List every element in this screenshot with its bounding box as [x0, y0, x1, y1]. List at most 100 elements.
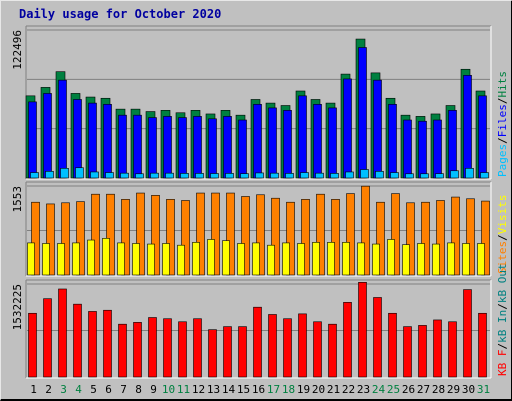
bar-visits — [42, 243, 50, 276]
bar-files — [388, 103, 397, 179]
bar-visits — [327, 242, 335, 276]
bar-visits — [192, 242, 200, 276]
bar-sites — [211, 192, 220, 276]
bar-visits — [102, 238, 110, 276]
legend-entry: Pages — [496, 144, 509, 177]
bar-kb-f — [193, 318, 202, 378]
x-tick-label: 11 — [177, 383, 190, 396]
bar-visits — [432, 243, 440, 276]
bar-files — [88, 102, 97, 179]
bar-sites — [466, 198, 475, 276]
bar-sites — [346, 193, 355, 276]
bar-kb-f — [223, 326, 232, 378]
x-tick-label: 17 — [267, 383, 280, 396]
bar-kb-f — [133, 322, 142, 378]
bar-sites — [46, 203, 55, 276]
bar-files — [28, 101, 37, 179]
bar-sites — [286, 201, 295, 276]
bar-visits — [27, 242, 35, 276]
bar-files — [478, 95, 487, 179]
x-tick-label: 2 — [45, 383, 52, 396]
bar-pages — [165, 172, 174, 179]
bar-kb-f — [373, 297, 382, 378]
bar-pages — [300, 172, 309, 179]
legend-entry: / — [496, 137, 509, 144]
bar-pages — [315, 172, 324, 179]
bar-visits — [297, 243, 305, 276]
bar-sites — [181, 200, 190, 276]
bar-kb-f — [388, 312, 397, 378]
x-tick-label: 23 — [357, 383, 370, 396]
bar-kb-f — [403, 326, 412, 378]
bar-visits — [87, 239, 95, 276]
bar-files — [313, 103, 322, 179]
bar-files — [268, 107, 277, 179]
bar-visits — [342, 242, 350, 276]
bar-visits — [252, 242, 260, 276]
bar-kb-f — [43, 298, 52, 378]
bar-sites — [361, 185, 370, 276]
x-tick-label: 31 — [477, 383, 490, 396]
bar-visits — [387, 239, 395, 276]
bar-sites — [376, 201, 385, 276]
bar-visits — [357, 242, 365, 276]
bar-pages — [150, 172, 159, 179]
bar-pages — [90, 171, 99, 179]
bar-kb-f — [208, 329, 217, 378]
bar-pages — [375, 171, 384, 179]
bar-kb-f — [358, 282, 367, 378]
bar-visits — [177, 244, 185, 276]
bar-files — [433, 119, 442, 179]
bar-pages — [195, 173, 204, 179]
bar-sites — [241, 196, 250, 276]
bar-pages — [390, 172, 399, 179]
y-tick-label: 1553 — [11, 186, 24, 213]
bar-files — [358, 47, 367, 179]
bar-visits — [222, 240, 230, 276]
bar-kb-f — [163, 318, 172, 378]
x-tick-label: 26 — [402, 383, 415, 396]
legend-entry: KB F — [496, 350, 509, 377]
bar-kb-f — [343, 302, 352, 378]
bar-pages — [345, 171, 354, 179]
x-tick-label: 10 — [162, 383, 175, 396]
bar-visits — [282, 242, 290, 276]
x-tick-label: 24 — [372, 383, 386, 396]
legend-entry: Visits — [496, 195, 509, 235]
bar-pages — [480, 172, 489, 179]
bar-pages — [30, 172, 39, 179]
bar-kb-f — [283, 318, 292, 378]
bar-pages — [225, 173, 234, 179]
bar-pages — [105, 172, 114, 179]
bar-visits — [132, 243, 140, 276]
x-tick-label: 16 — [252, 383, 265, 396]
x-tick-label: 29 — [447, 383, 460, 396]
x-tick-label: 12 — [192, 383, 205, 396]
bar-sites — [421, 201, 430, 276]
bar-kb-f — [328, 323, 337, 378]
bar-kb-f — [478, 312, 487, 378]
x-tick-label: 22 — [342, 383, 355, 396]
bar-sites — [106, 193, 115, 276]
bar-files — [298, 95, 307, 179]
bar-visits — [372, 243, 380, 276]
bar-files — [73, 99, 82, 179]
bar-visits — [417, 243, 425, 276]
legend-entry: kB Out — [496, 263, 509, 303]
bar-files — [58, 79, 67, 179]
bar-pages — [45, 171, 54, 179]
legend-top: Pages/Files/Hits — [496, 71, 509, 177]
bar-files — [148, 117, 157, 179]
bar-pages — [210, 173, 219, 179]
bar-files — [448, 110, 457, 179]
bar-sites — [166, 199, 175, 276]
bar-sites — [406, 202, 415, 276]
bar-sites — [256, 194, 265, 276]
bar-pages — [330, 173, 339, 179]
x-tick-label: 13 — [207, 383, 220, 396]
bar-files — [163, 116, 172, 179]
x-tick-label: 1 — [30, 383, 37, 396]
bar-visits — [267, 244, 275, 276]
bar-files — [223, 116, 232, 179]
bar-sites — [196, 192, 205, 276]
